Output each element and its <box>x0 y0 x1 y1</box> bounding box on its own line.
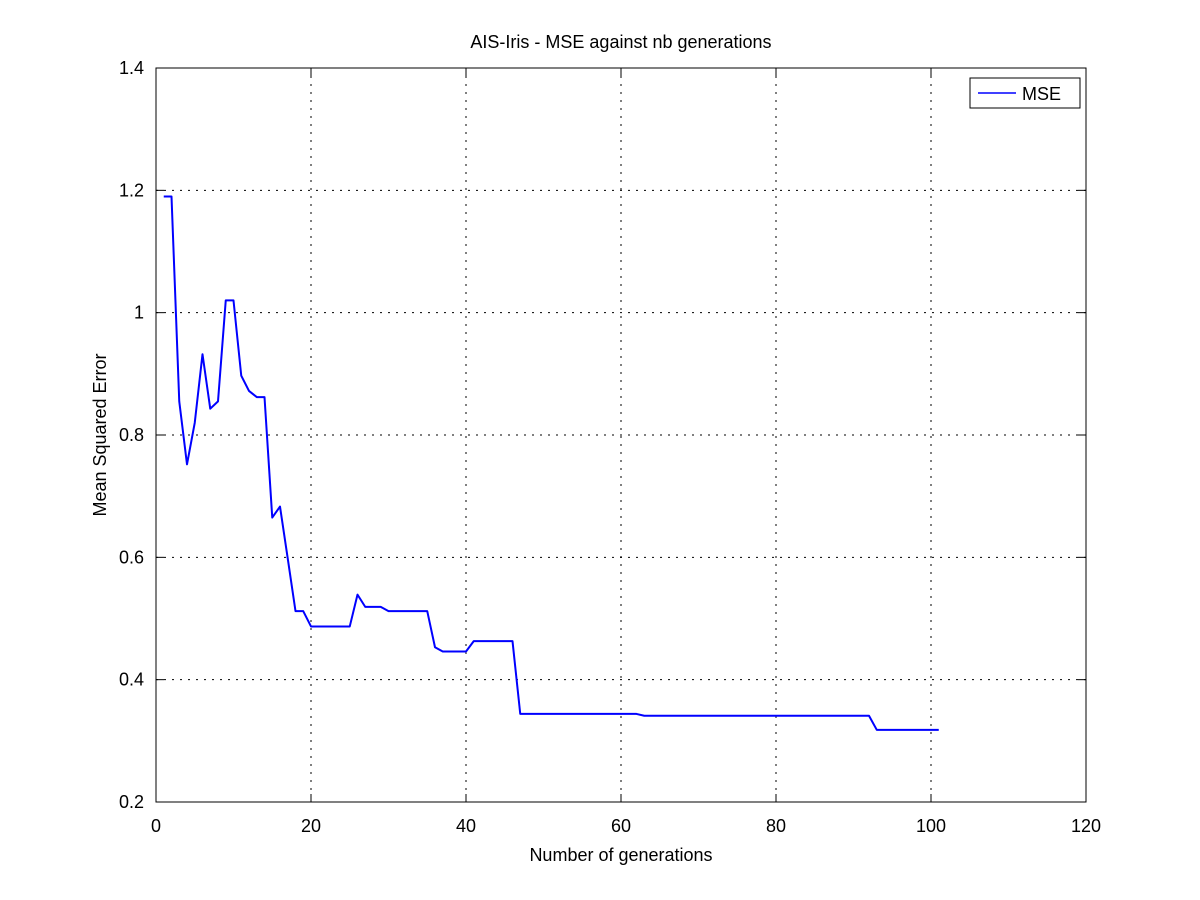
x-tick-label: 20 <box>301 816 321 836</box>
y-tick-label: 0.2 <box>119 792 144 812</box>
legend-label-mse: MSE <box>1022 84 1061 104</box>
y-tick-label: 1 <box>134 303 144 323</box>
x-tick-label: 0 <box>151 816 161 836</box>
series-layer <box>163 195 939 731</box>
chart-title: AIS-Iris - MSE against nb generations <box>470 32 771 52</box>
legend: MSE <box>969 77 1081 109</box>
grid <box>156 68 1086 802</box>
x-axis-label: Number of generations <box>529 845 712 865</box>
y-tick-label: 0.8 <box>119 425 144 445</box>
series-line-mse <box>163 195 939 731</box>
y-tick-label: 0.6 <box>119 547 144 567</box>
y-tick-label: 1.2 <box>119 180 144 200</box>
x-tick-label: 100 <box>916 816 946 836</box>
x-tick-label: 60 <box>611 816 631 836</box>
x-tick-label: 40 <box>456 816 476 836</box>
x-tick-label: 120 <box>1071 816 1101 836</box>
ticks: 0 20 40 60 80 100 120 0.2 0.4 0.6 0.8 1 1.2 1.4 <box>119 58 1101 836</box>
x-tick-label: 80 <box>766 816 786 836</box>
y-tick-label: 0.4 <box>119 670 144 690</box>
y-axis-label: Mean Squared Error <box>90 353 110 516</box>
y-tick-label: 1.4 <box>119 58 144 78</box>
